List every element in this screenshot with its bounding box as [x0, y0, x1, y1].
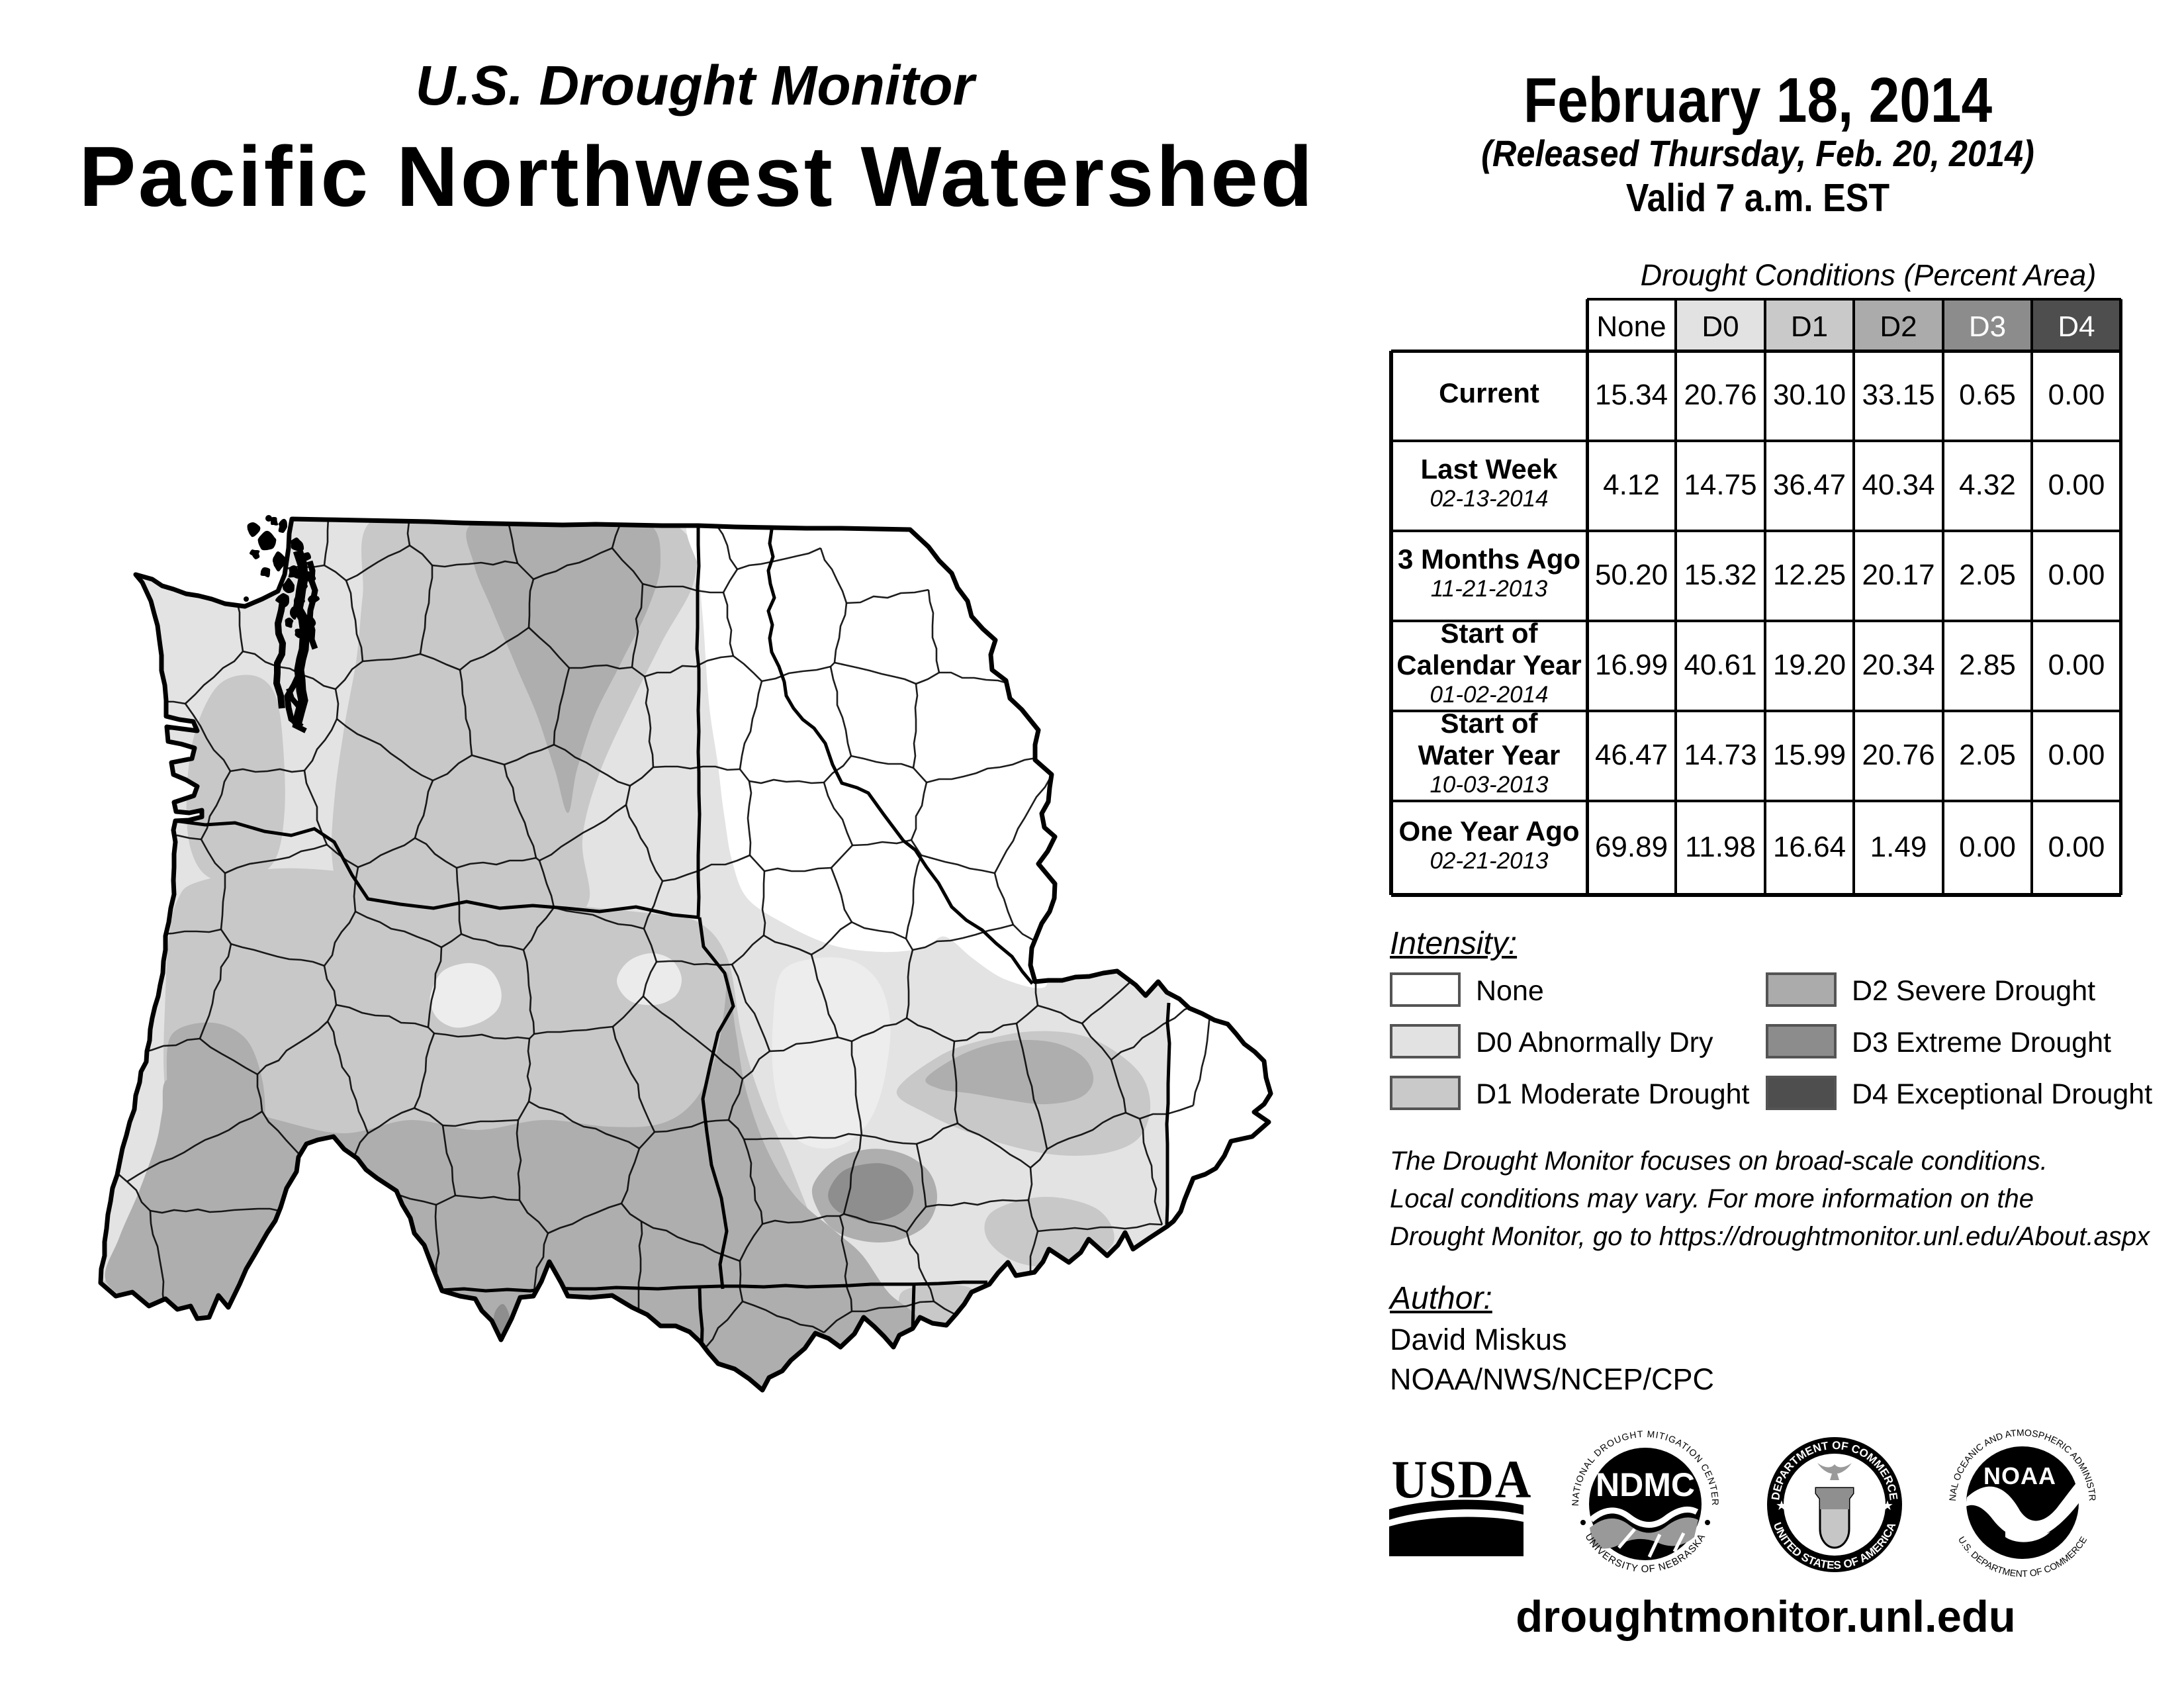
svg-text:NOAA: NOAA	[1983, 1462, 2056, 1489]
svg-text:USDA: USDA	[1391, 1450, 1532, 1510]
svg-text:NDMC: NDMC	[1596, 1466, 1695, 1503]
svg-text:★: ★	[1882, 1499, 1893, 1513]
svg-text:★: ★	[1776, 1499, 1788, 1513]
svg-text:NATIONAL OCEANIC AND ATMOSPHER: NATIONAL OCEANIC AND ATMOSPHERIC ADMINIS…	[0, 0, 2098, 1501]
